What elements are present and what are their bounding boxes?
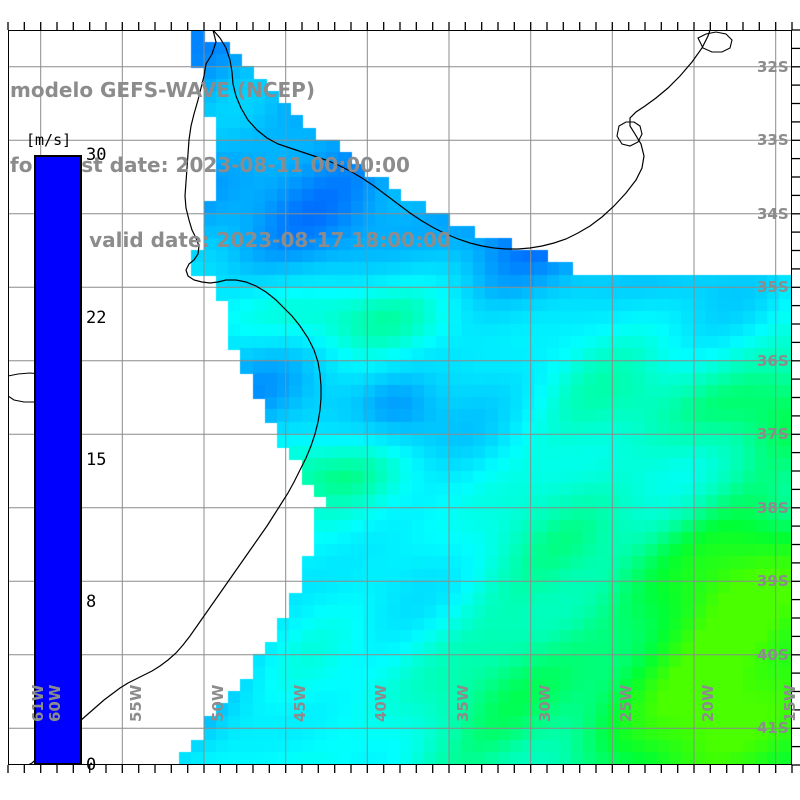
- longitude-label: 35W: [454, 684, 472, 722]
- colorbar: [34, 155, 82, 765]
- title-line-valid-date: valid date: 2023-08-17 18:00:00: [89, 228, 451, 252]
- longitude-label: 15W: [780, 684, 799, 722]
- colorbar-tick-label: 30: [86, 145, 107, 165]
- colorbar-tick-label: 15: [86, 450, 107, 470]
- longitude-label: 25W: [617, 684, 636, 722]
- figure-title: modelo GEFS-WAVE (NCEP) forecast date: 2…: [10, 28, 530, 303]
- longitude-label: 30W: [535, 684, 554, 722]
- latitude-label: 35S: [757, 278, 789, 297]
- colorbar-units-label: [m/s]: [26, 131, 72, 149]
- title-line-model: modelo GEFS-WAVE (NCEP): [10, 78, 315, 102]
- colorbar-tick-label: 0: [86, 755, 97, 775]
- latitude-label: 37S: [757, 425, 789, 444]
- latitude-label: 40S: [757, 645, 789, 664]
- longitude-label: 20W: [699, 684, 717, 722]
- map-plot-area: [8, 30, 792, 765]
- map-gridlines: [8, 30, 792, 765]
- wind-speed-field: [8, 30, 792, 765]
- latitude-label: 36S: [757, 351, 789, 370]
- longitude-label: 55W: [127, 684, 146, 722]
- longitude-label: 60W: [45, 684, 64, 722]
- longitude-label: 61W: [29, 684, 48, 722]
- latitude-label: 38S: [757, 498, 789, 517]
- latitude-label: 33S: [757, 131, 789, 150]
- longitude-label: 50W: [209, 684, 227, 722]
- colorbar-tick-label: 22: [86, 307, 107, 328]
- latitude-label: 41S: [757, 719, 789, 738]
- colorbar-tick-label: 8: [86, 592, 97, 613]
- longitude-label: 40W: [372, 684, 391, 722]
- latitude-label: 34S: [757, 204, 789, 223]
- longitude-label: 45W: [290, 684, 309, 722]
- colorbar-gradient: [34, 155, 82, 765]
- latitude-label: 32S: [757, 57, 789, 76]
- latitude-label: 39S: [757, 572, 789, 591]
